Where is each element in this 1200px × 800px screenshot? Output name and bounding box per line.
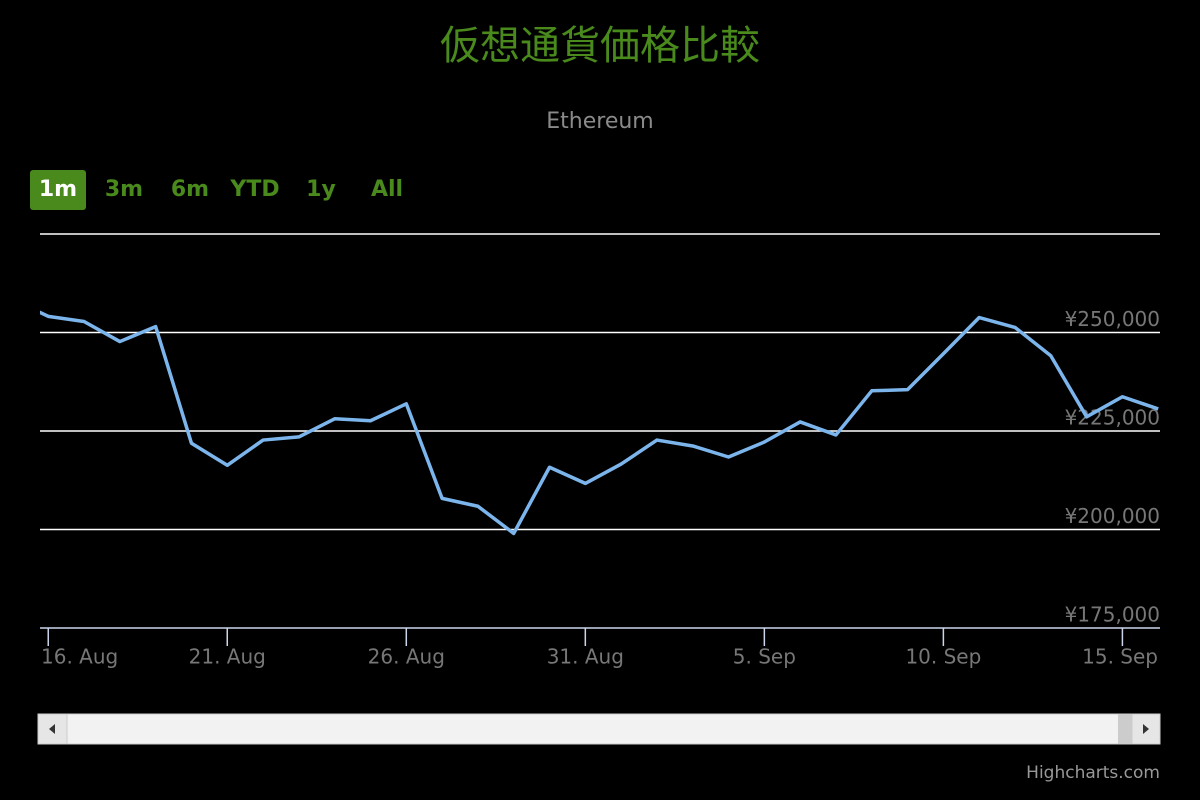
range-button-bg[interactable] [30, 170, 86, 210]
range-button[interactable]: YTD [229, 177, 279, 202]
x-tick-label: 16. Aug [41, 645, 118, 669]
left-arrow [49, 724, 55, 734]
scrollbar[interactable] [37, 713, 1161, 745]
x-tick-label: 10. Sep [905, 645, 981, 669]
x-tick-label: 26. Aug [368, 645, 445, 669]
range-button[interactable]: 1y [306, 177, 336, 202]
y-tick-label: ¥250,000 [1065, 307, 1160, 331]
chart-subtitle: Ethereum [546, 109, 653, 134]
range-button[interactable]: 1m [39, 177, 77, 202]
x-tick-label: 5. Sep [733, 645, 796, 669]
y-tick-label: ¥200,000 [1065, 504, 1160, 528]
range-button[interactable]: 6m [171, 177, 209, 202]
y-tick-label: ¥225,000 [1065, 406, 1160, 430]
x-tick-label: 21. Aug [189, 645, 266, 669]
price-line [40, 310, 1159, 536]
x-tick-label: 15. Sep [1082, 645, 1158, 669]
x-tick-label: 31. Aug [547, 645, 624, 669]
range-button[interactable]: All [371, 177, 403, 202]
credits[interactable]: Highcharts.com [1026, 763, 1160, 783]
scrollbar-thumb[interactable] [1118, 714, 1132, 744]
scrollbar-track[interactable] [37, 713, 1161, 745]
right-arrow [1143, 724, 1149, 734]
chart-title: 仮想通貨価格比較 [440, 23, 760, 69]
range-button[interactable]: 3m [105, 177, 143, 202]
y-tick-label: ¥175,000 [1065, 603, 1160, 627]
